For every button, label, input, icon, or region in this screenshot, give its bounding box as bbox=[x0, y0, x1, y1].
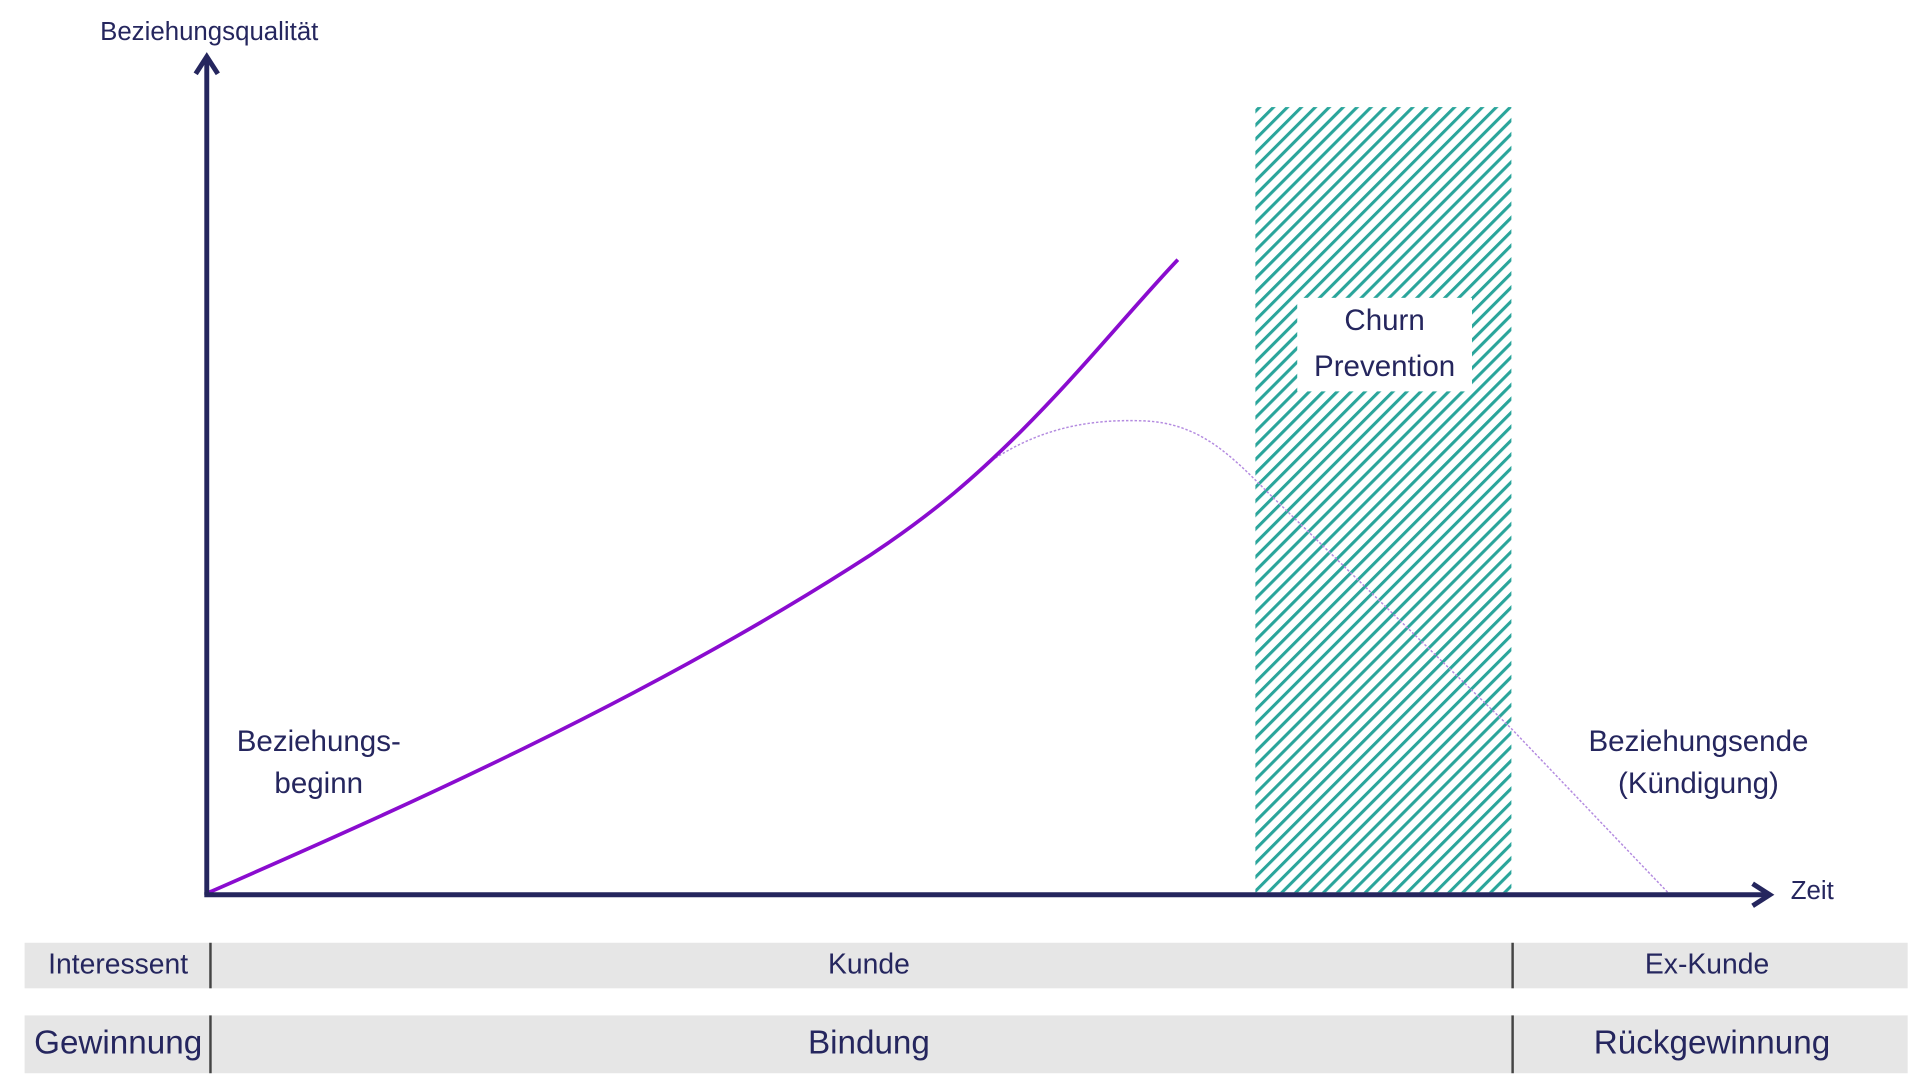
phase-label: Bindung bbox=[808, 1025, 930, 1062]
y-axis-label: Beziehungsqualität bbox=[100, 18, 318, 46]
start-label: Beziehungs- bbox=[237, 725, 401, 758]
phase-label: Gewinnung bbox=[34, 1025, 202, 1062]
churn-label: Churn bbox=[1344, 304, 1424, 337]
x-axis-arrow bbox=[1751, 881, 1775, 908]
y-axis-arrow bbox=[193, 52, 220, 76]
phase-label: Rückgewinnung bbox=[1594, 1025, 1830, 1062]
status-band bbox=[24, 942, 1908, 989]
churn-label-box bbox=[1297, 297, 1472, 392]
churn-label: Prevention bbox=[1314, 350, 1455, 383]
phase-band bbox=[24, 1015, 1908, 1074]
relationship-curve bbox=[208, 258, 1180, 894]
status-label: Ex-Kunde bbox=[1645, 948, 1769, 980]
x-axis-label: Zeit bbox=[1791, 877, 1834, 905]
churn-zone bbox=[1255, 107, 1512, 893]
status-label: Interessent bbox=[48, 948, 188, 980]
decline-curve bbox=[984, 419, 1669, 893]
status-label: Kunde bbox=[828, 948, 910, 980]
end-label: Beziehungsende bbox=[1589, 725, 1809, 758]
end-label: (Kündigung) bbox=[1618, 767, 1779, 800]
start-label: beginn bbox=[274, 767, 363, 800]
